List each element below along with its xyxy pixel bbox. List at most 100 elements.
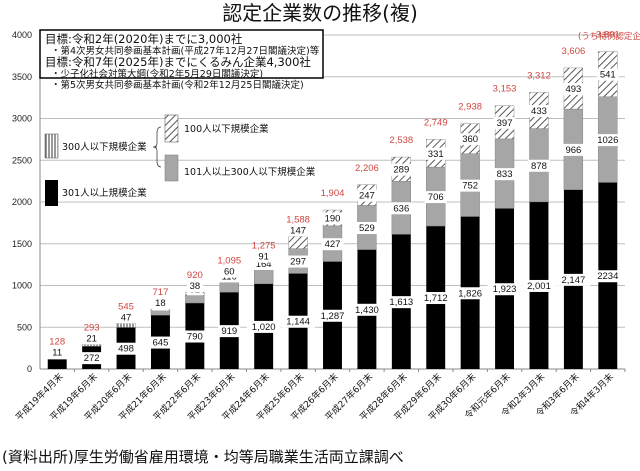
total-label: 2,938 — [458, 102, 482, 113]
target-line-2-source-a: ・少子化社会対策大綱(令和2年5月29日閣議決定) — [51, 68, 263, 80]
data-label: 247 — [359, 191, 375, 202]
data-label: 433 — [531, 106, 547, 117]
data-label: 91 — [258, 252, 269, 263]
data-label: 878 — [531, 161, 547, 172]
bar-segment-hatch — [288, 236, 308, 249]
data-label-bg — [149, 336, 172, 349]
data-label: 147 — [290, 225, 306, 236]
grid-lines — [40, 34, 625, 370]
data-label-bg — [418, 292, 453, 305]
data-label-bg — [287, 255, 310, 268]
y-tick-label: 3500 — [12, 72, 32, 82]
data-label-bg — [246, 320, 281, 333]
data-label: 47 — [121, 312, 132, 323]
data-label-bg — [152, 297, 169, 310]
data-label-bg — [83, 332, 100, 345]
total-label: 3,801 — [596, 30, 620, 41]
total-label: 2,749 — [424, 117, 448, 128]
total-label: 3,606 — [561, 46, 585, 57]
data-label-bg — [459, 133, 482, 146]
data-label: 1,712 — [424, 293, 448, 304]
data-label: 636 — [393, 203, 409, 214]
data-label: 2,001 — [527, 281, 551, 292]
target-line-1: 目標:令和2年(2020年)までに3,000社 — [45, 32, 243, 46]
legend-swatch-101-300 — [164, 154, 179, 182]
y-tick-label: 1000 — [12, 281, 32, 291]
total-label: 1,588 — [286, 214, 310, 225]
legend-label-300-or-fewer: 300人以下規模企業 — [62, 141, 147, 153]
target-line-2-source-b: ・第5次男女共同参画基本計画(令和2年12月25日閣議決定) — [51, 79, 304, 91]
data-label-bg — [521, 279, 556, 292]
bar-segment-vstripe — [116, 323, 136, 328]
data-label-bg — [349, 303, 384, 316]
bar-segment-gray — [150, 310, 171, 316]
data-label: 18 — [155, 298, 166, 309]
data-label-bg — [355, 222, 378, 235]
bar-segment-gray — [254, 269, 274, 285]
data-label-bg — [459, 179, 482, 192]
total-label: 2,538 — [389, 135, 413, 146]
data-label: 21 — [86, 334, 97, 345]
data-label-bg — [321, 238, 344, 251]
chart-title: 認定企業数の推移(複) — [222, 1, 418, 25]
data-label-bg — [424, 147, 447, 160]
data-label: 360 — [462, 134, 478, 145]
y-tick-label: 0 — [27, 364, 32, 374]
data-label-bg — [118, 311, 135, 324]
y-axis: 0 500 1000 1500 2000 2500 3000 3500 4000 — [12, 30, 41, 374]
total-label: 920 — [187, 270, 203, 281]
data-label: 297 — [290, 257, 306, 268]
data-label-bg — [562, 143, 585, 156]
data-label-bg — [287, 224, 310, 237]
y-tick-label: 2000 — [12, 197, 32, 207]
legend-label-301-plus: 301人以上規模企業 — [62, 187, 147, 199]
data-label: 331 — [428, 149, 444, 160]
data-label: 1,020 — [252, 322, 276, 333]
total-label: 2,206 — [355, 163, 379, 174]
data-label-bg — [390, 163, 413, 176]
target-annotation-box: 目標:令和2年(2020年)までに3,000社 ・第4次男女共同参画基本計画(平… — [39, 29, 324, 91]
total-label: 717 — [153, 287, 169, 298]
legend-brace — [152, 126, 162, 168]
data-label: 1,144 — [286, 317, 310, 328]
data-label-bg — [527, 105, 550, 118]
y-tick-label: 1500 — [12, 239, 32, 249]
data-label: 1,287 — [321, 311, 345, 322]
total-label: 3,153 — [493, 84, 517, 95]
data-label-bg — [218, 325, 241, 338]
bar-segment-black — [47, 359, 67, 369]
data-label: 272 — [84, 353, 100, 364]
data-label: 833 — [497, 169, 513, 180]
data-labels: 1171112827221293498475456455418717790923… — [46, 30, 622, 365]
data-label-bg — [384, 296, 419, 309]
data-label-bg — [562, 82, 585, 95]
data-label-bg — [487, 283, 522, 296]
data-label-bg — [183, 330, 206, 343]
data-label: 706 — [428, 192, 444, 203]
total-label: 293 — [84, 323, 100, 334]
data-label: 790 — [187, 332, 203, 343]
data-label-bg — [315, 309, 350, 322]
data-label-bg — [115, 342, 138, 355]
target-line-1-source: ・第4次男女共同参画基本計画(平成27年12月27日閣議決定)等 — [51, 45, 320, 57]
target-line-2: 目標:令和7年(2025年)までにくるみん企業4,300社 — [45, 55, 311, 69]
data-label-bg — [493, 116, 516, 129]
data-label: 427 — [325, 239, 341, 250]
data-label: 529 — [359, 223, 375, 234]
data-label-bg — [390, 202, 413, 215]
data-label: 541 — [600, 70, 616, 81]
data-label: 2,147 — [561, 275, 585, 286]
legend: 300人以下規模企業 100人以下規模企業 101人以上300人以下規模企業 3… — [44, 114, 316, 206]
data-label-bg — [424, 191, 447, 204]
data-label-bg — [281, 315, 316, 328]
data-label: 11 — [52, 347, 62, 358]
data-label: 1,826 — [458, 288, 482, 299]
special-certification-note: (うち特例認定企業48 — [578, 31, 640, 42]
data-label: 1026 — [597, 135, 618, 146]
data-label-bg — [593, 134, 622, 147]
bar-segment-vstripe — [81, 344, 102, 347]
data-label: 190 — [325, 213, 341, 224]
total-label: 545 — [118, 301, 134, 312]
data-label: 2234 — [597, 271, 618, 282]
